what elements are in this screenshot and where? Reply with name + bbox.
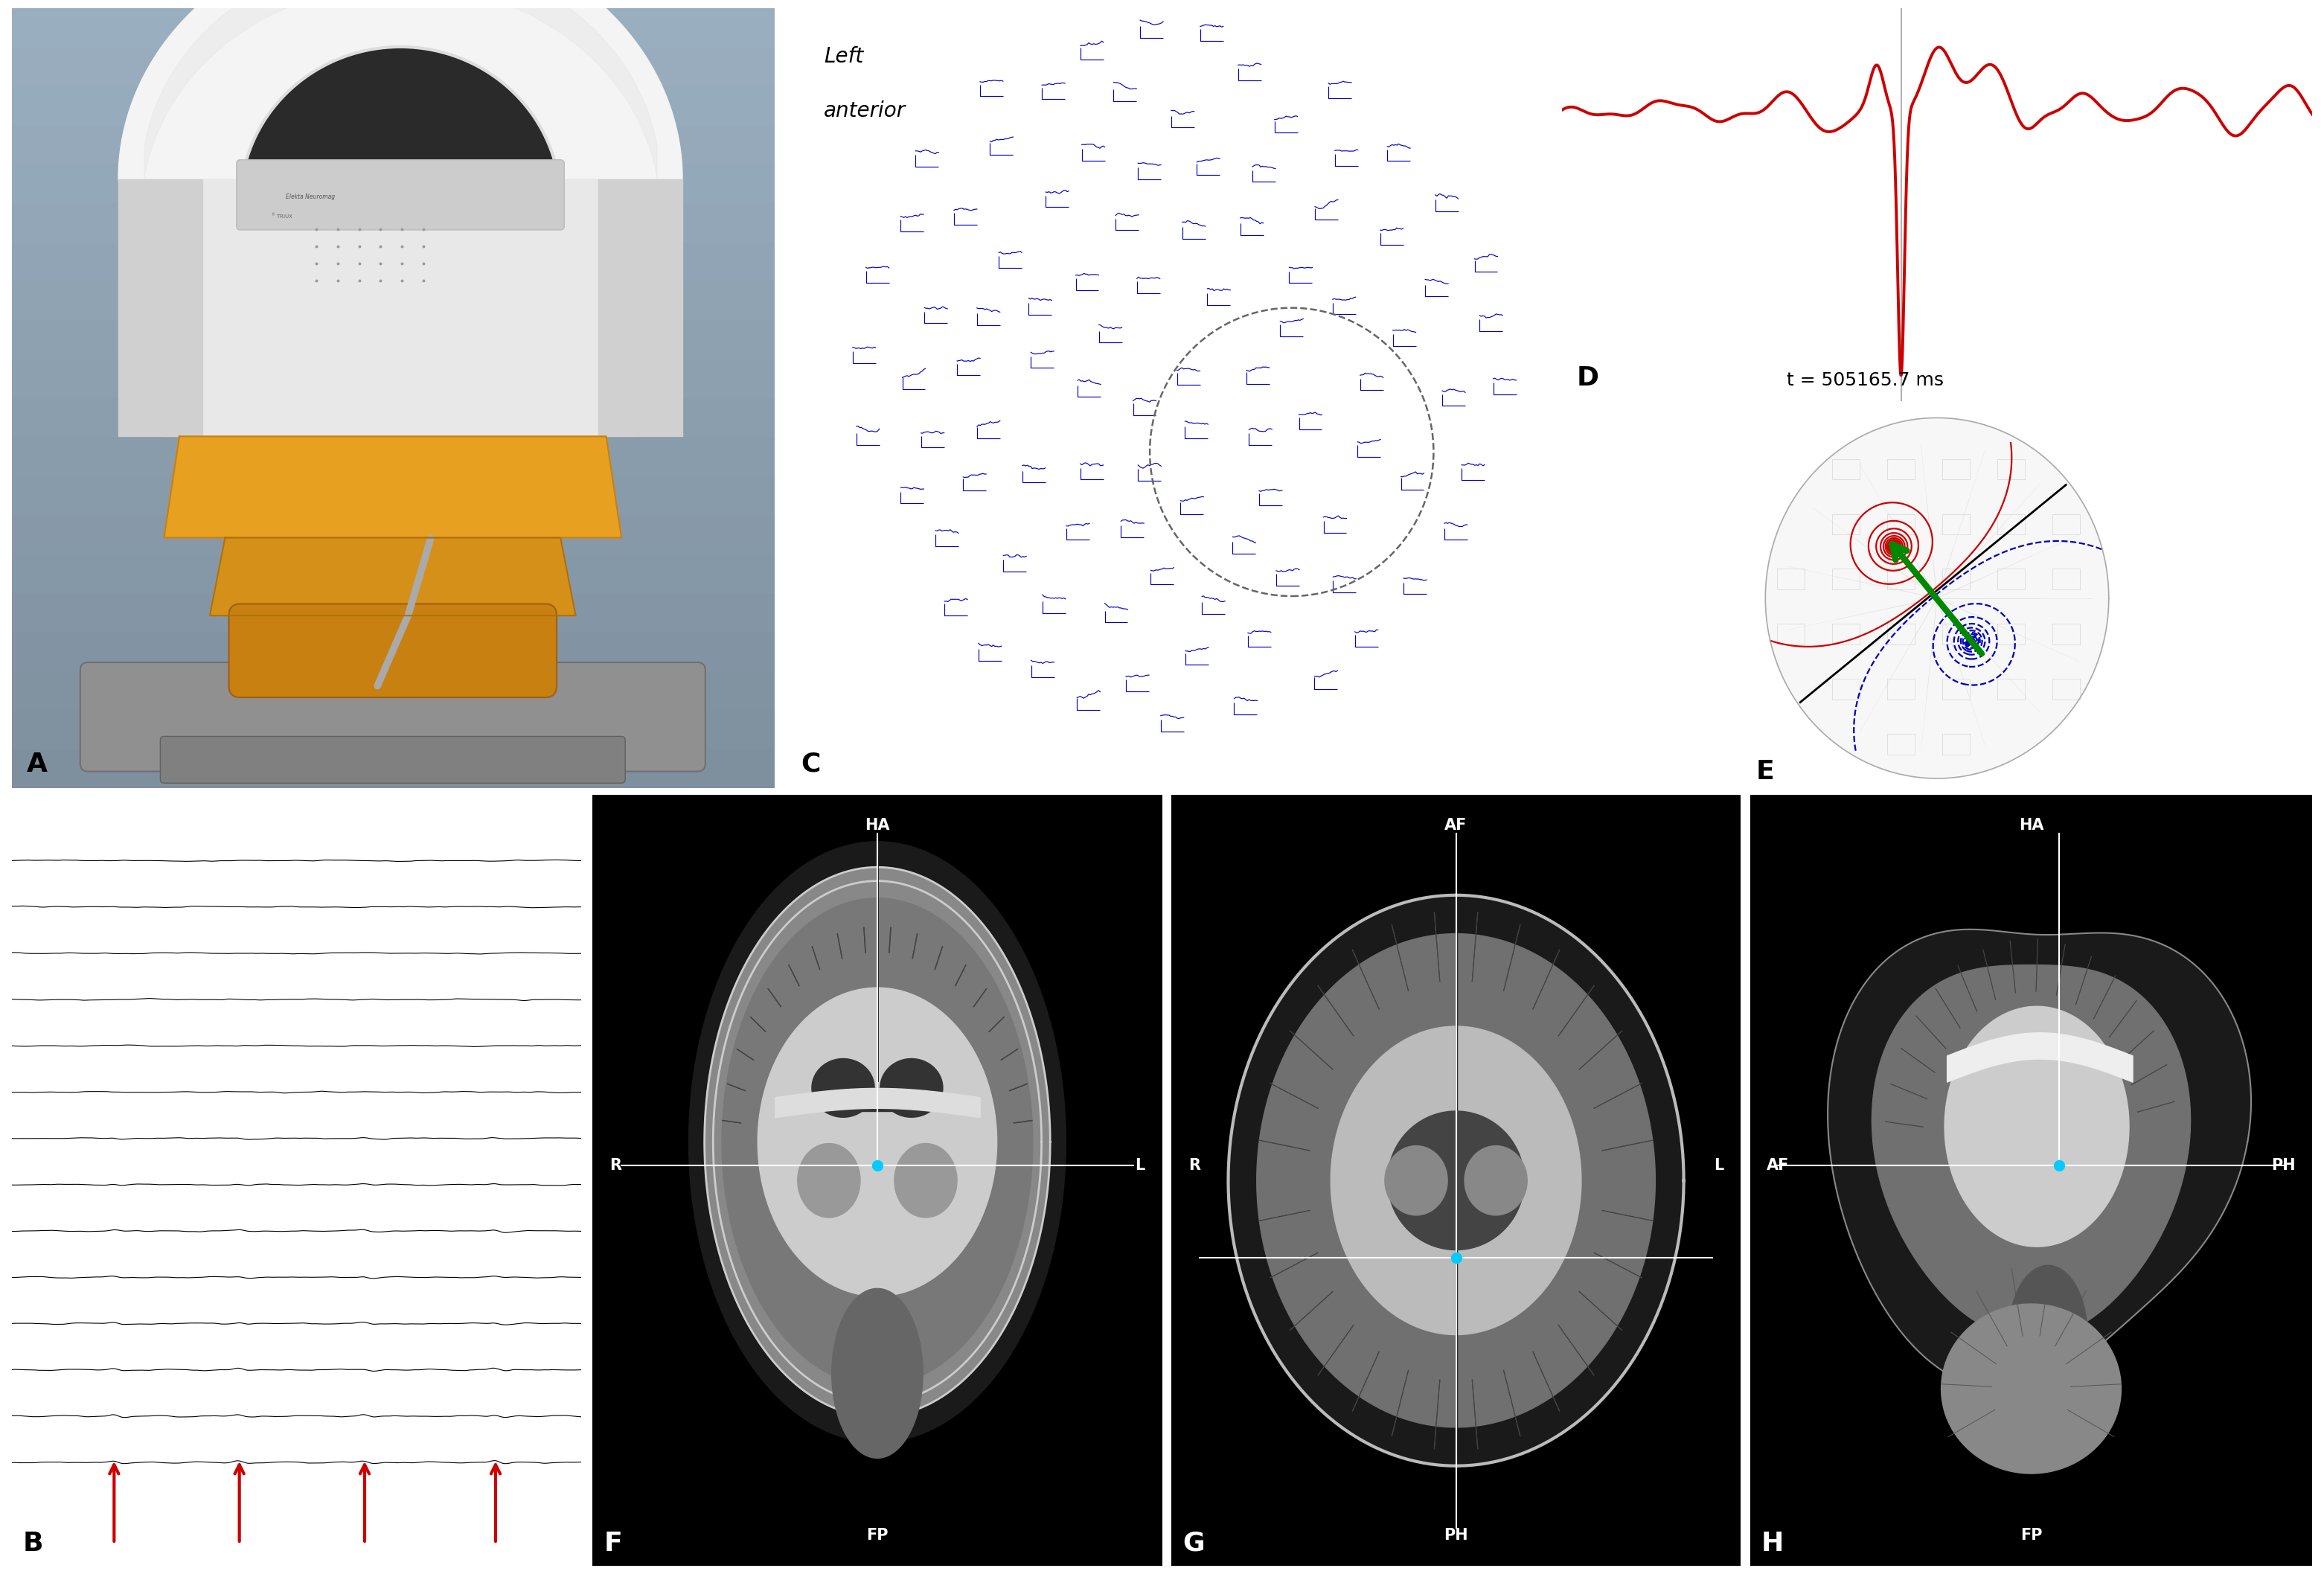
- FancyBboxPatch shape: [160, 737, 625, 784]
- Polygon shape: [1766, 417, 2108, 779]
- Polygon shape: [1385, 1146, 1448, 1215]
- Polygon shape: [1257, 933, 1655, 1428]
- Text: Elekta Neuromag: Elekta Neuromag: [286, 194, 335, 200]
- Text: D: D: [1576, 365, 1599, 390]
- Text: HA: HA: [865, 818, 890, 833]
- FancyBboxPatch shape: [228, 604, 558, 697]
- Polygon shape: [1941, 1303, 2122, 1473]
- Text: HA: HA: [2020, 818, 2043, 833]
- Text: F: F: [604, 1530, 623, 1557]
- Polygon shape: [1332, 1026, 1580, 1335]
- Text: $^®$ TRIUX: $^®$ TRIUX: [272, 211, 293, 220]
- Polygon shape: [723, 899, 1032, 1385]
- Polygon shape: [704, 867, 1050, 1417]
- Polygon shape: [209, 538, 576, 615]
- Text: FP: FP: [867, 1528, 888, 1543]
- Text: AF: AF: [1766, 1157, 1789, 1173]
- FancyBboxPatch shape: [593, 795, 1162, 1566]
- Polygon shape: [1827, 929, 2252, 1390]
- Polygon shape: [758, 988, 997, 1295]
- Polygon shape: [600, 179, 683, 436]
- Polygon shape: [1945, 1006, 2129, 1247]
- Text: C: C: [802, 751, 820, 776]
- Polygon shape: [797, 1143, 860, 1218]
- Polygon shape: [832, 1289, 923, 1458]
- Polygon shape: [165, 436, 621, 538]
- Text: AF: AF: [1446, 818, 1466, 833]
- Polygon shape: [239, 47, 560, 203]
- Polygon shape: [119, 179, 683, 436]
- Polygon shape: [119, 179, 202, 436]
- Text: B: B: [23, 1530, 44, 1557]
- Polygon shape: [1229, 896, 1683, 1465]
- FancyBboxPatch shape: [1171, 795, 1741, 1566]
- Text: A: A: [28, 751, 49, 776]
- Polygon shape: [1871, 965, 2192, 1338]
- FancyBboxPatch shape: [81, 663, 704, 771]
- FancyBboxPatch shape: [237, 161, 565, 230]
- Text: FP: FP: [2020, 1528, 2043, 1543]
- Polygon shape: [895, 1143, 957, 1218]
- Text: PH: PH: [2271, 1157, 2296, 1173]
- Polygon shape: [1464, 1146, 1527, 1215]
- Text: Left: Left: [825, 46, 865, 66]
- Text: PH: PH: [1443, 1528, 1469, 1543]
- Text: H: H: [1762, 1530, 1785, 1557]
- Text: L: L: [1713, 1157, 1724, 1173]
- Text: L: L: [1134, 1157, 1146, 1173]
- Text: G: G: [1183, 1530, 1204, 1557]
- Text: R: R: [1188, 1157, 1199, 1173]
- FancyBboxPatch shape: [1750, 795, 2312, 1566]
- Polygon shape: [811, 1059, 874, 1118]
- Polygon shape: [881, 1059, 944, 1118]
- Text: anterior: anterior: [825, 101, 906, 121]
- Polygon shape: [1387, 1111, 1525, 1250]
- Text: R: R: [609, 1157, 621, 1173]
- Polygon shape: [2008, 1265, 2087, 1404]
- Text: t = 505165.7 ms: t = 505165.7 ms: [1787, 371, 1943, 389]
- Polygon shape: [119, 0, 683, 179]
- Polygon shape: [688, 842, 1067, 1442]
- Text: E: E: [1755, 759, 1773, 785]
